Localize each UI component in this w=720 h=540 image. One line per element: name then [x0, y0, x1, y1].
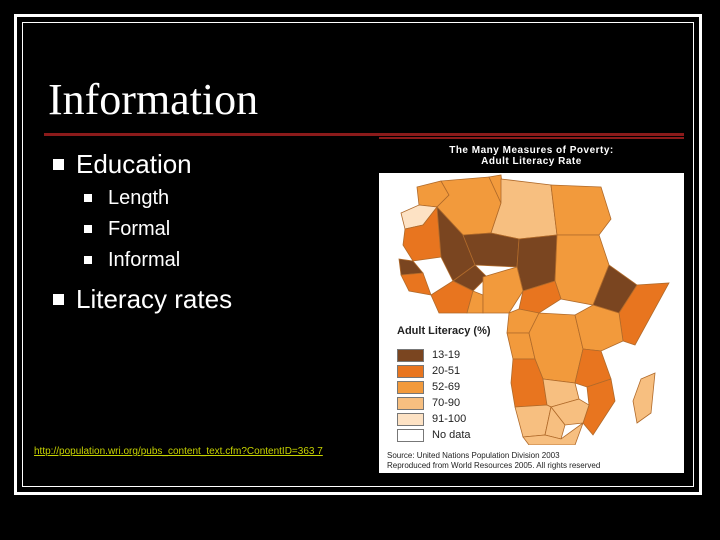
map-header-line1: The Many Measures of Poverty:: [449, 145, 614, 156]
sub-bullet-informal: Informal: [76, 245, 232, 276]
bullet-literacy-label: Literacy rates: [76, 284, 233, 314]
map-header-line2: Adult Literacy Rate: [481, 156, 582, 167]
legend-label: 91-100: [432, 413, 467, 425]
literacy-map-figure: The Many Measures of Poverty: Adult Lite…: [379, 137, 684, 473]
legend-row: 52-69: [397, 379, 471, 395]
source-link[interactable]: http://population.wri.org/pubs_content_t…: [34, 446, 323, 457]
bullet-list: Education Length Formal Informal Literac…: [48, 145, 232, 318]
map-source-line1: Source: United Nations Population Divisi…: [387, 451, 560, 460]
sub-bullet-length: Length: [76, 183, 232, 214]
region-libya: [490, 178, 558, 240]
bullet-literacy-rates: Literacy rates: [48, 280, 232, 318]
legend-label: 52-69: [432, 381, 461, 393]
region-nigeria: [482, 266, 524, 314]
education-sub-list: Length Formal Informal: [76, 183, 232, 276]
legend-row: 91-100: [397, 411, 471, 427]
region-uganda-kenya: [574, 304, 624, 352]
region-guinea: [400, 272, 432, 296]
africa-map: [398, 174, 670, 445]
map-source: Source: United Nations Population Divisi…: [387, 451, 600, 471]
legend-label: 70-90: [432, 397, 461, 409]
legend-swatch: [397, 364, 424, 378]
legend-label: No data: [432, 429, 471, 441]
legend-label: 13-19: [432, 349, 461, 361]
legend-row: 70-90: [397, 395, 471, 411]
legend-row: 20-51: [397, 363, 471, 379]
region-egypt: [550, 184, 612, 236]
map-source-line2: Reproduced from World Resources 2005. Al…: [387, 461, 601, 470]
region-senegal: [398, 258, 424, 276]
legend-swatch: [397, 396, 424, 410]
legend-swatch: [397, 380, 424, 394]
region-car: [518, 280, 562, 314]
region-madagascar: [632, 372, 656, 424]
slide-title: Information: [48, 75, 259, 124]
map-legend: 13-19 20-51 52-69 70-90 91-100 No data: [397, 347, 471, 443]
sub-bullet-formal: Formal: [76, 214, 232, 245]
region-south-africa: [522, 421, 584, 445]
legend-row: No data: [397, 427, 471, 443]
legend-label: 20-51: [432, 365, 461, 377]
legend-swatch: [397, 428, 424, 442]
slide-inner-frame: [22, 22, 694, 487]
map-header: The Many Measures of Poverty: Adult Lite…: [379, 137, 684, 173]
legend-row: 13-19: [397, 347, 471, 363]
legend-title: Adult Literacy (%): [397, 325, 491, 337]
bullet-education: Education Length Formal Informal: [48, 145, 232, 276]
legend-swatch: [397, 348, 424, 362]
bullet-education-label: Education: [76, 149, 192, 179]
title-divider: [44, 133, 684, 136]
legend-swatch: [397, 412, 424, 426]
slide-outer-frame: [14, 14, 702, 495]
